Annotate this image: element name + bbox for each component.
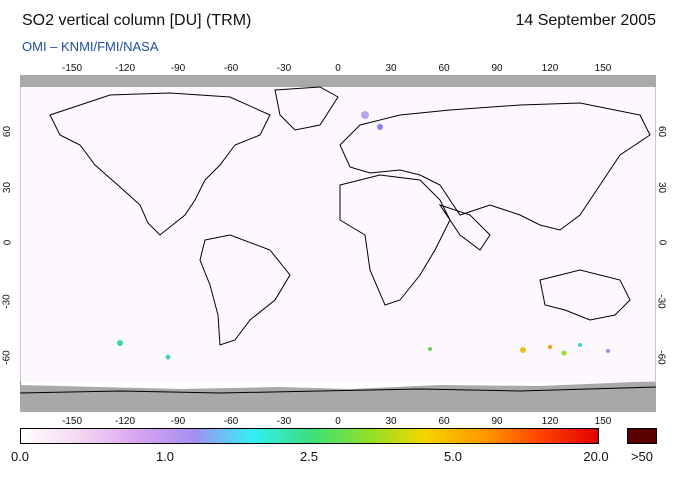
lon-tick-bottom: 150 <box>594 416 612 427</box>
lon-tick-bottom: 0 <box>335 416 341 427</box>
data-credit: OMI – KNMI/FMI/NASA <box>22 39 159 54</box>
colorbar <box>20 428 599 444</box>
lat-tick-left: -60 <box>1 350 13 365</box>
map-date: 14 September 2005 <box>515 12 656 29</box>
lat-tick-left: -30 <box>1 294 13 309</box>
lon-tick-bottom: -120 <box>114 416 136 427</box>
lat-tick-right: 30 <box>656 181 668 194</box>
coastlines <box>20 86 656 394</box>
colorbar-label: 2.5 <box>299 449 319 464</box>
lon-tick-top: -90 <box>170 63 186 74</box>
no-data-south <box>20 381 656 412</box>
lon-tick-bottom: 30 <box>385 416 397 427</box>
lat-tick-left: 30 <box>2 181 14 194</box>
colorbar-label: 20.0 <box>583 449 609 464</box>
lon-tick-top: 150 <box>594 63 612 74</box>
lon-tick-top: 30 <box>385 63 397 74</box>
lon-tick-bottom: -60 <box>223 416 239 427</box>
lat-tick-left: 0 <box>2 239 14 246</box>
lon-tick-top: -150 <box>61 63 83 74</box>
lon-tick-bottom: 90 <box>491 416 503 427</box>
lat-tick-right: -60 <box>655 350 667 365</box>
lon-tick-top: 90 <box>491 63 503 74</box>
lon-tick-top: -30 <box>276 63 292 74</box>
lat-tick-right: 60 <box>656 125 668 138</box>
lon-tick-top: -120 <box>114 63 136 74</box>
colorbar-label: 0.0 <box>10 449 30 464</box>
colorbar-over-label: >50 <box>630 449 654 464</box>
lon-tick-top: 60 <box>438 63 450 74</box>
lat-tick-right: -30 <box>655 294 667 309</box>
lon-tick-top: 120 <box>541 63 559 74</box>
world-map <box>20 75 656 412</box>
so2-hotspots <box>117 111 610 360</box>
lon-tick-bottom: 60 <box>438 416 450 427</box>
lon-tick-bottom: -90 <box>170 416 186 427</box>
lon-tick-top: -60 <box>223 63 239 74</box>
lon-tick-bottom: -150 <box>61 416 83 427</box>
colorbar-label: 5.0 <box>443 449 463 464</box>
lon-tick-top: 0 <box>335 63 341 74</box>
map-title: SO2 vertical column [DU] (TRM) <box>22 12 252 29</box>
lat-tick-left: 60 <box>2 125 14 138</box>
no-data-north <box>20 75 656 87</box>
lon-tick-bottom: 120 <box>541 416 559 427</box>
lon-tick-bottom: -30 <box>276 416 292 427</box>
lat-tick-right: 0 <box>656 239 668 246</box>
so2-background <box>20 87 656 382</box>
colorbar-over-swatch <box>627 428 657 444</box>
colorbar-label: 1.0 <box>155 449 175 464</box>
